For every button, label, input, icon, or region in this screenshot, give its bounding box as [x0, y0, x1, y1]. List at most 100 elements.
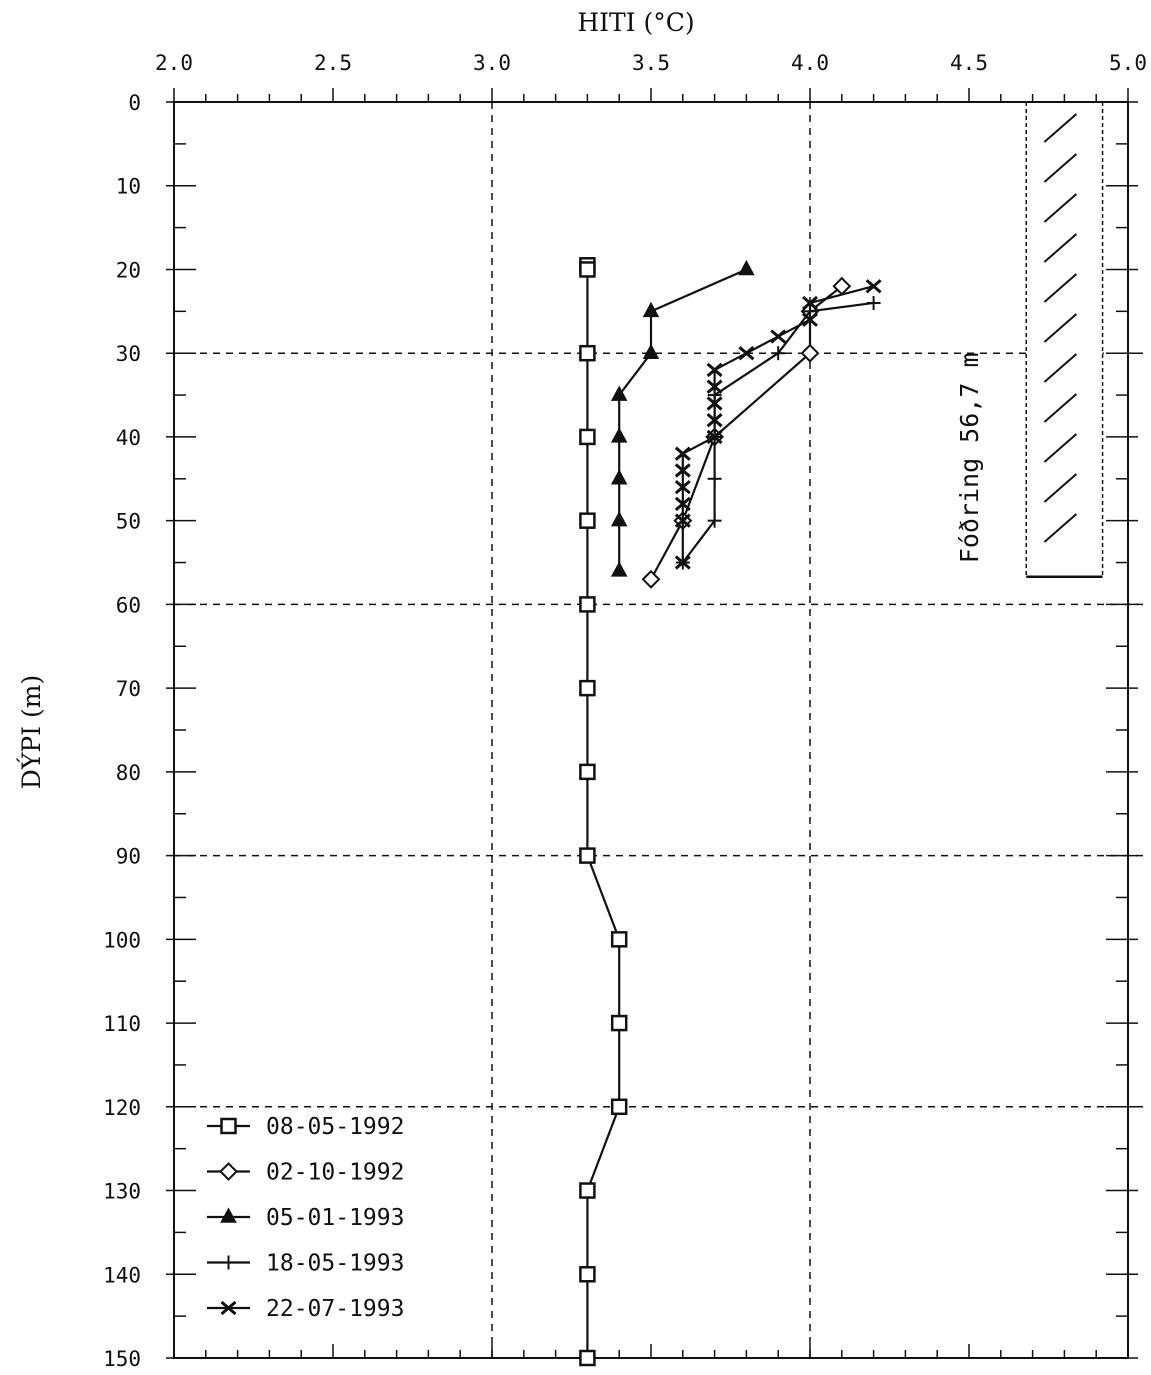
data-point	[642, 301, 660, 318]
x-marker-b	[674, 555, 691, 570]
data-point	[865, 279, 882, 294]
x-marker-b	[674, 480, 691, 495]
triangle-marker	[610, 385, 628, 401]
y-tick-label: 100	[103, 928, 141, 952]
legend-item: 05-01-1993	[207, 1205, 404, 1231]
casing-hatch	[1043, 233, 1078, 263]
casing-hatch	[1043, 273, 1078, 303]
square-marker	[610, 931, 628, 948]
triangle-marker	[610, 561, 628, 577]
casing-annotation-label: Fóðring 56,7 m	[955, 353, 984, 564]
x-marker-b	[674, 463, 691, 478]
square-marker	[579, 512, 596, 529]
series-line	[681, 285, 874, 563]
data-point	[866, 295, 881, 310]
legend: 08-05-1992 02-10-1992 05-01-1993 18-05-1993…	[207, 1114, 404, 1322]
y-tick-label: 20	[116, 258, 141, 282]
x-marker-b	[674, 496, 691, 512]
data-point	[706, 362, 723, 378]
legend-item: 22-07-1993	[207, 1296, 404, 1322]
data-point	[610, 1014, 628, 1032]
data-point	[610, 427, 628, 443]
data-point	[579, 1349, 596, 1367]
data-point	[706, 413, 723, 428]
y-tick-label: 40	[116, 426, 141, 450]
x-tick-label: 2.5	[314, 51, 352, 75]
data-point	[610, 561, 628, 577]
triangle-marker	[220, 1207, 237, 1223]
x-marker-b	[706, 429, 723, 445]
series-22-07-1993	[674, 279, 882, 570]
casing-hatch	[1043, 433, 1078, 463]
legend-label: 08-05-1992	[266, 1114, 404, 1140]
square-marker	[579, 1182, 596, 1199]
data-point	[674, 496, 691, 512]
y-tick-label: 10	[116, 175, 141, 199]
data-point	[771, 346, 786, 361]
square-marker	[579, 1349, 596, 1367]
x-marker-b	[674, 513, 691, 528]
legend-label: 22-07-1993	[266, 1296, 404, 1322]
legend-label: 05-01-1993	[266, 1205, 404, 1231]
x-marker-b	[220, 1300, 237, 1316]
data-point	[706, 379, 723, 394]
data-point	[610, 931, 628, 948]
data-point	[706, 396, 723, 411]
square-marker	[220, 1117, 237, 1135]
legend-marker	[221, 1255, 236, 1270]
diamond-marker	[219, 1162, 238, 1181]
legend-marker	[220, 1207, 237, 1223]
data-point	[706, 429, 723, 445]
y-tick-label: 110	[103, 1012, 141, 1036]
x-tick-label: 3.5	[632, 51, 670, 75]
casing-hatch	[1043, 393, 1078, 423]
casing-hatch	[1043, 193, 1078, 223]
casing-hatch	[1043, 473, 1078, 503]
legend-item: 18-05-1993	[207, 1251, 404, 1277]
square-marker	[610, 1014, 628, 1032]
data-point	[610, 469, 628, 485]
x-marker-b	[706, 379, 723, 394]
square-marker	[579, 1266, 596, 1283]
x-marker-b	[770, 329, 787, 344]
data-point	[800, 343, 820, 363]
legend-marker	[220, 1117, 237, 1135]
square-marker	[579, 261, 596, 278]
series-05-01-1993	[610, 259, 755, 577]
square-marker	[579, 344, 596, 362]
data-point	[674, 555, 691, 570]
data-point	[802, 312, 818, 327]
data-point	[579, 1182, 596, 1199]
data-point	[641, 569, 661, 589]
legend-label: 02-10-1992	[266, 1160, 404, 1186]
y-tick-label: 90	[116, 845, 141, 869]
data-point	[579, 1266, 596, 1283]
casing-box	[1025, 102, 1104, 579]
y-tick-label: 50	[116, 510, 141, 534]
x-axis: 2.0 2.5 3.0 3.5 4.0 4.5 5.0	[155, 51, 1147, 1358]
y-tick-label: 60	[116, 593, 141, 617]
x-marker-b	[706, 413, 723, 428]
data-point	[579, 512, 596, 529]
y-tick-label: 0	[128, 91, 141, 115]
triangle-marker	[642, 301, 660, 318]
x-marker-b	[802, 312, 818, 327]
triangle-marker	[642, 343, 660, 359]
data-point	[610, 1098, 628, 1116]
y-tick-label: 80	[116, 761, 141, 785]
data-point	[579, 679, 596, 697]
x-tick-label: 4.0	[791, 51, 829, 75]
data-point	[707, 471, 722, 486]
casing-hatch	[1043, 113, 1078, 143]
legend-marker	[220, 1300, 237, 1316]
series-line	[650, 285, 843, 580]
y-tick-label: 150	[103, 1347, 141, 1371]
series-08-05-1992	[579, 257, 628, 1367]
data-point	[707, 513, 722, 528]
data-point	[579, 428, 596, 446]
y-axis-title: DÝPI (m)	[17, 675, 46, 789]
series-layer	[579, 257, 882, 1367]
square-marker	[579, 763, 596, 781]
data-point	[674, 513, 691, 528]
